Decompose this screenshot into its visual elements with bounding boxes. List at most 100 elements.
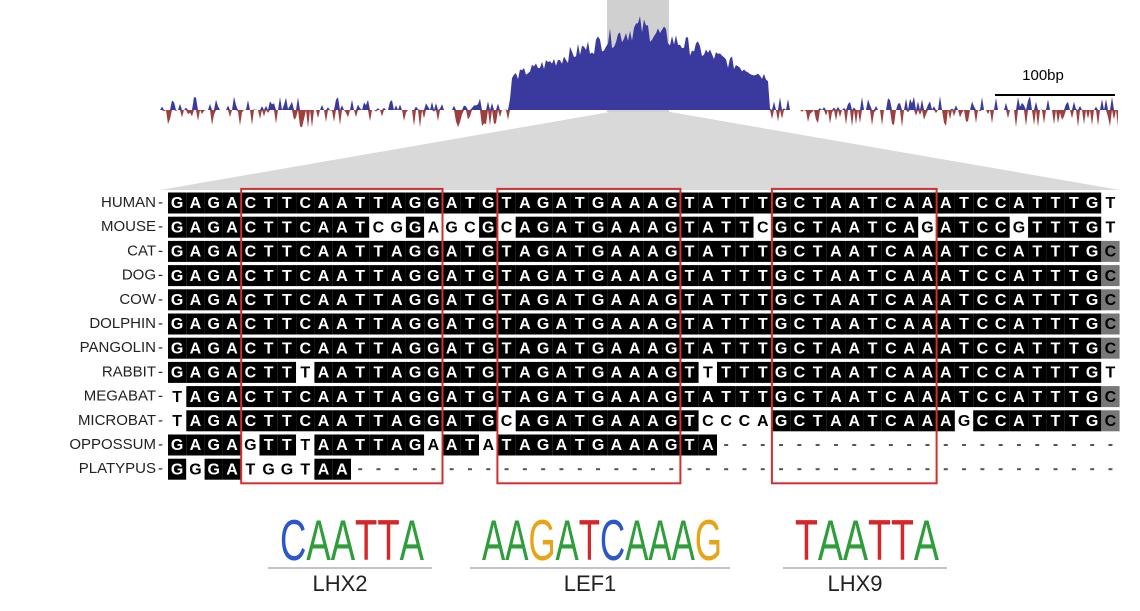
- nucleotide: A: [830, 365, 842, 382]
- nucleotide: A: [848, 316, 860, 333]
- nucleotide: G: [665, 365, 677, 382]
- nucleotide: C: [885, 292, 897, 309]
- cell: [662, 313, 681, 335]
- nucleotide: T: [1051, 244, 1061, 261]
- cell: [332, 434, 351, 456]
- cell: [991, 265, 1010, 287]
- nucleotide: G: [958, 413, 970, 430]
- cell: [259, 265, 278, 287]
- cell: [405, 361, 425, 383]
- nucleotide: T: [959, 389, 969, 406]
- cell: [479, 240, 498, 262]
- cell: [973, 410, 992, 432]
- nucleotide: G: [171, 437, 183, 454]
- nucleotide: A: [226, 219, 238, 236]
- cell: [479, 410, 498, 432]
- nucleotide: C: [299, 195, 311, 212]
- nucleotide: A: [446, 389, 458, 406]
- cell: [1101, 361, 1120, 383]
- nucleotide: G: [482, 292, 494, 309]
- cell: [1028, 410, 1047, 432]
- cell: [424, 386, 443, 408]
- nucleotide: T: [685, 365, 695, 382]
- cell: [936, 265, 955, 287]
- cell: [735, 265, 754, 287]
- nucleotide: A: [391, 292, 403, 309]
- nucleotide: G: [427, 316, 439, 333]
- cell: [588, 265, 608, 287]
- nucleotide: A: [318, 292, 330, 309]
- cell: [515, 434, 534, 456]
- cell: [771, 361, 791, 383]
- nucleotide: T: [374, 340, 384, 357]
- nucleotide: T: [264, 340, 274, 357]
- nucleotide: A: [519, 365, 531, 382]
- gap: [852, 468, 857, 471]
- label-dash: -: [158, 388, 163, 405]
- cell: [698, 337, 717, 359]
- cell: [1028, 313, 1047, 335]
- cell: [973, 216, 992, 238]
- logo-letter: A: [843, 509, 869, 573]
- cell: [936, 313, 955, 335]
- nucleotide: G: [482, 389, 494, 406]
- nucleotide: T: [575, 316, 585, 333]
- nucleotide: A: [629, 292, 641, 309]
- cell: [314, 458, 333, 480]
- cell: [534, 313, 553, 335]
- nucleotide: T: [1069, 219, 1079, 236]
- nucleotide: G: [592, 437, 604, 454]
- nucleotide: T: [959, 292, 969, 309]
- cell: [277, 434, 297, 456]
- nucleotide: A: [226, 244, 238, 261]
- nucleotide: G: [1086, 389, 1098, 406]
- nucleotide: T: [959, 365, 969, 382]
- cell: [570, 265, 589, 287]
- cell: [900, 386, 919, 408]
- cell: [753, 313, 772, 335]
- cell: [1083, 386, 1102, 408]
- nucleotide: G: [665, 340, 677, 357]
- nucleotide: G: [775, 244, 787, 261]
- cell: [186, 192, 205, 214]
- gap: [614, 468, 619, 471]
- logo-letter: T: [579, 509, 600, 573]
- cell: [735, 386, 754, 408]
- cell: [259, 313, 278, 335]
- nucleotide: G: [775, 292, 787, 309]
- nucleotide: A: [446, 244, 458, 261]
- cell: [753, 289, 772, 311]
- nucleotide: T: [575, 437, 585, 454]
- nucleotide: A: [848, 219, 860, 236]
- nucleotide: A: [940, 365, 952, 382]
- nucleotide: T: [355, 437, 365, 454]
- cell: [534, 434, 553, 456]
- nucleotide: G: [208, 365, 220, 382]
- cell: [534, 410, 553, 432]
- cell: [1064, 265, 1083, 287]
- cell: [552, 361, 571, 383]
- cell: [625, 265, 644, 287]
- cell: [515, 265, 534, 287]
- nucleotide: T: [959, 340, 969, 357]
- cell: [826, 192, 846, 214]
- nucleotide: G: [171, 340, 183, 357]
- nucleotide: A: [318, 389, 330, 406]
- cell: [826, 386, 846, 408]
- cell: [186, 337, 205, 359]
- nucleotide: G: [592, 365, 604, 382]
- cell: [680, 240, 699, 262]
- cell: [424, 313, 443, 335]
- cell: [204, 361, 223, 383]
- nucleotide: C: [501, 219, 513, 236]
- cell: [552, 386, 571, 408]
- nucleotide: A: [647, 340, 659, 357]
- cell: [845, 289, 864, 311]
- nucleotide: C: [995, 340, 1007, 357]
- nucleotide: A: [702, 268, 714, 285]
- logo-letter: A: [331, 509, 356, 573]
- nucleotide: A: [1013, 340, 1025, 357]
- species-label: PANGOLIN: [80, 339, 156, 356]
- cell: [717, 192, 736, 214]
